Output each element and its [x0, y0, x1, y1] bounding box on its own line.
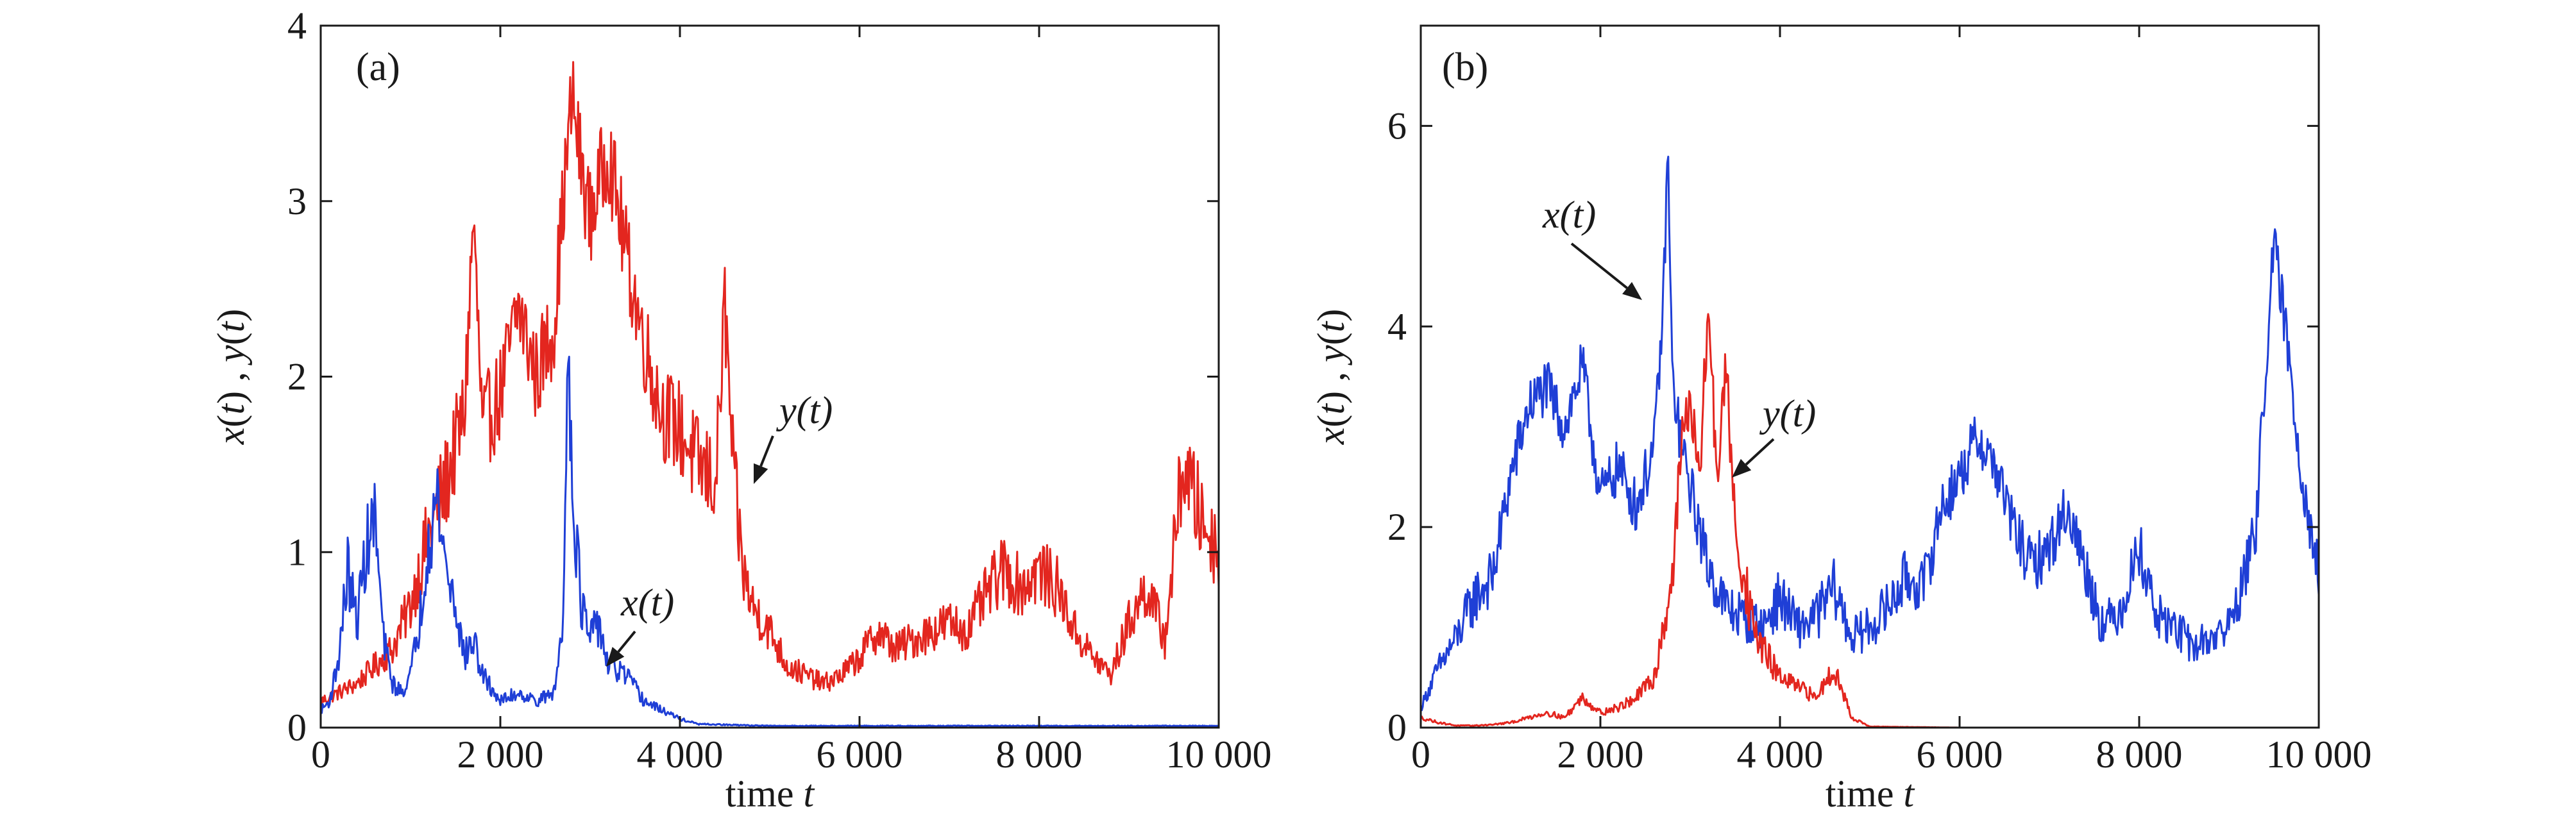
- x-tick-label: 4 000: [637, 733, 724, 776]
- annotation-arrow: [759, 435, 774, 467]
- y-tick-label: 0: [287, 706, 307, 749]
- annotation-x: x(t): [620, 581, 674, 624]
- panel-b: 0 2 000 4 000 6 000 8 000 10 000 0 2 4 6 time t x(t…: [1310, 24, 2372, 815]
- x-tick-label: 2 000: [457, 733, 544, 776]
- x-tick-label: 2 000: [1557, 733, 1644, 776]
- x-tick-label: 6 000: [817, 733, 903, 776]
- y-axis-label: x(t) , y(t): [210, 309, 252, 446]
- y-tick-label: 4: [1387, 305, 1407, 347]
- series-line-x: [1421, 155, 2319, 712]
- y-axis-label: x(t) , y(t): [1310, 309, 1352, 446]
- series-line-y: [321, 61, 1219, 706]
- annotation-arrowhead: [754, 463, 768, 484]
- panel-tag: (a): [356, 46, 400, 89]
- annotation-arrow: [617, 630, 636, 653]
- x-axis-label: time t: [725, 772, 815, 815]
- annotation-arrow: [1745, 438, 1775, 466]
- panel-tag: (b): [1442, 46, 1488, 89]
- x-tick-label: 0: [1411, 733, 1430, 776]
- annotation-y: y(t): [775, 389, 833, 431]
- y-tick-label: 4: [287, 4, 307, 47]
- annotation-arrowhead: [606, 647, 625, 667]
- x-tick-label: 0: [311, 733, 330, 776]
- x-axis-label: time t: [1826, 772, 1915, 815]
- y-tick-label: 0: [1387, 706, 1407, 749]
- annotation-arrow: [1570, 242, 1628, 289]
- annotation-arrowhead: [1622, 281, 1642, 300]
- plot-frame: [1419, 24, 2320, 729]
- annotation-x: x(t): [1542, 194, 1596, 236]
- y-tick-label: 6: [1387, 104, 1407, 147]
- y-tick-label: 2: [287, 356, 307, 398]
- series-line-x: [321, 355, 1219, 728]
- x-tick-label: 4 000: [1737, 733, 1824, 776]
- y-tick-label: 2: [1387, 506, 1407, 548]
- x-tick-label: 10 000: [2266, 733, 2372, 776]
- x-tick-label: 6 000: [1917, 733, 2003, 776]
- panel-a: 0 2 000 4 000 6 000 8 000 10 000 0 1 2 3 4 time t x(…: [210, 4, 1272, 815]
- x-tick-label: 8 000: [996, 733, 1083, 776]
- annotation-arrowhead: [1732, 458, 1752, 478]
- annotation-y: y(t): [1759, 392, 1816, 435]
- x-tick-label: 8 000: [2096, 733, 2183, 776]
- series-line-y: [1421, 313, 2319, 728]
- y-tick-label: 1: [287, 531, 307, 573]
- x-tick-label: 10 000: [1166, 733, 1272, 776]
- y-tick-label: 3: [287, 180, 307, 222]
